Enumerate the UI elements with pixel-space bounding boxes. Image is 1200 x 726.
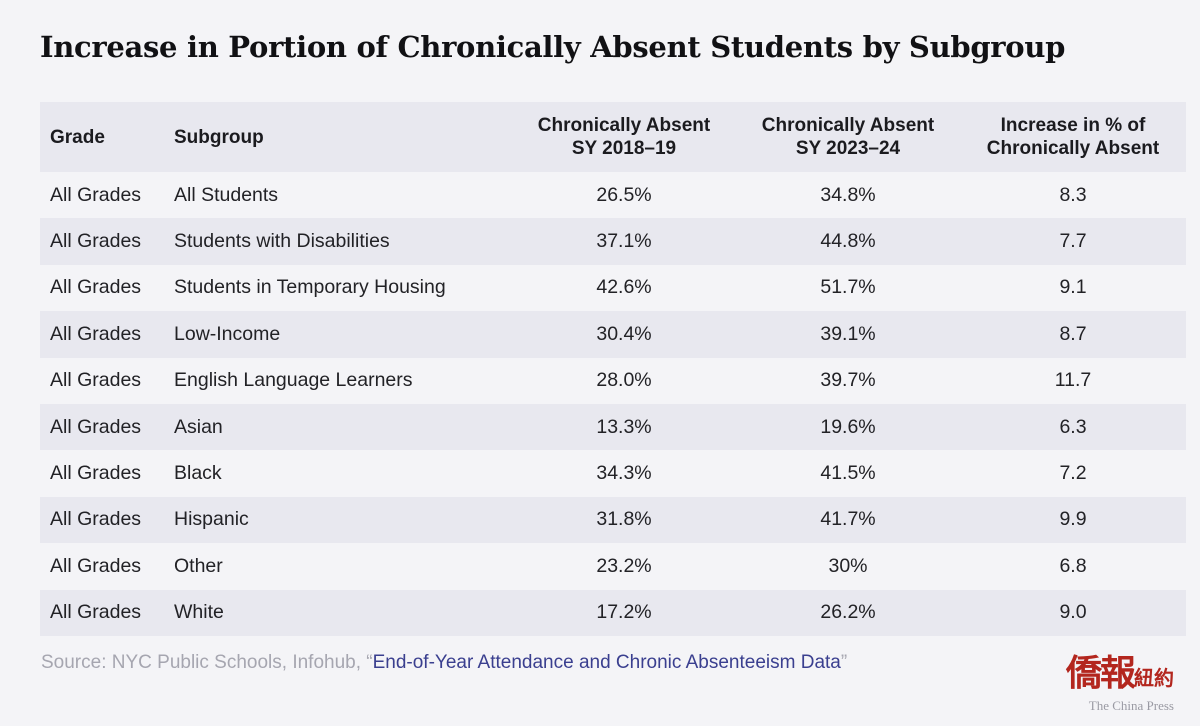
- cell-sy2018: 31.8%: [512, 496, 736, 544]
- table-row: All Grades Hispanic 31.8% 41.7% 9.9: [40, 496, 1186, 544]
- cell-sy2023: 41.5%: [736, 450, 960, 497]
- cell-increase: 9.9: [960, 496, 1186, 544]
- header-subgroup: Subgroup: [174, 102, 512, 172]
- cell-increase: 11.7: [960, 357, 1186, 404]
- source-note: Source: NYC Public Schools, Infohub, “En…: [41, 652, 847, 674]
- cell-sy2023: 30%: [736, 543, 960, 590]
- cell-sy2023: 19.6%: [736, 403, 960, 451]
- cell-increase: 9.0: [960, 589, 1186, 636]
- source-suffix: ”: [840, 652, 848, 673]
- header-sy2018: Chronically Absent SY 2018–19: [512, 102, 736, 172]
- header-sy2023: Chronically Absent SY 2023–24: [736, 102, 960, 172]
- cell-sy2018: 34.3%: [512, 450, 736, 497]
- cell-sy2023: 51.7%: [736, 264, 960, 312]
- logo-glyphs-small: 紐約: [1134, 666, 1174, 690]
- cell-subgroup: All Students: [174, 172, 512, 219]
- table-row: All Grades Students in Temporary Housing…: [40, 264, 1186, 312]
- table-header-row: Grade Subgroup Chronically Absent SY 201…: [40, 102, 1186, 172]
- cell-grade: All Grades: [40, 264, 174, 312]
- cell-increase: 9.1: [960, 264, 1186, 312]
- cell-subgroup: English Language Learners: [174, 357, 512, 404]
- header-increase-line2: Chronically Absent: [986, 138, 1160, 159]
- header-grade: Grade: [40, 102, 174, 172]
- cell-subgroup: Asian: [174, 403, 512, 451]
- cell-grade: All Grades: [40, 218, 174, 265]
- header-increase: Increase in % of Chronically Absent: [960, 102, 1186, 172]
- cell-sy2023: 34.8%: [736, 172, 960, 219]
- cell-increase: 6.3: [960, 403, 1186, 451]
- logo-glyphs-main: 僑報: [1065, 652, 1136, 694]
- cell-subgroup: Other: [174, 543, 512, 590]
- cell-increase: 6.8: [960, 543, 1186, 590]
- header-increase-line1: Increase in % of: [1000, 115, 1146, 136]
- cell-sy2018: 26.5%: [512, 172, 736, 219]
- logo-glyphs: 僑報紐約: [1052, 654, 1174, 697]
- chart-title: Increase in Portion of Chronically Absen…: [40, 30, 1066, 64]
- header-sy2018-line2: SY 2018–19: [571, 138, 677, 159]
- source-prefix: Source: NYC Public Schools, Infohub, “: [41, 652, 373, 673]
- source-link[interactable]: End-of-Year Attendance and Chronic Absen…: [372, 652, 841, 673]
- cell-sy2018: 28.0%: [512, 357, 736, 404]
- cell-increase: 7.7: [960, 218, 1186, 265]
- cell-grade: All Grades: [40, 543, 174, 590]
- cell-sy2018: 23.2%: [512, 543, 736, 590]
- cell-increase: 8.3: [960, 172, 1186, 219]
- cell-sy2018: 42.6%: [512, 264, 736, 312]
- cell-grade: All Grades: [40, 172, 174, 219]
- table-row: All Grades White 17.2% 26.2% 9.0: [40, 589, 1186, 636]
- cell-increase: 8.7: [960, 311, 1186, 358]
- table-row: All Grades All Students 26.5% 34.8% 8.3: [40, 172, 1186, 219]
- logo-subtitle: The China Press: [1088, 698, 1174, 713]
- cell-sy2018: 13.3%: [512, 403, 736, 451]
- cell-sy2023: 41.7%: [736, 496, 960, 544]
- table-row: All Grades English Language Learners 28.…: [40, 357, 1186, 404]
- cell-grade: All Grades: [40, 589, 174, 636]
- cell-grade: All Grades: [40, 311, 174, 358]
- header-sy2023-line2: SY 2023–24: [795, 138, 901, 159]
- table-row: All Grades Students with Disabilities 37…: [40, 218, 1186, 265]
- cell-sy2023: 26.2%: [736, 589, 960, 636]
- china-press-logo: 僑報紐約 The China Press: [1052, 654, 1174, 714]
- cell-sy2018: 30.4%: [512, 311, 736, 358]
- table-row: All Grades Other 23.2% 30% 6.8: [40, 543, 1186, 590]
- cell-subgroup: White: [174, 589, 512, 636]
- cell-subgroup: Black: [174, 450, 512, 497]
- header-sy2018-line1: Chronically Absent: [537, 115, 711, 136]
- cell-subgroup: Students with Disabilities: [174, 218, 512, 265]
- data-table: Grade Subgroup Chronically Absent SY 201…: [40, 102, 1186, 636]
- cell-grade: All Grades: [40, 357, 174, 404]
- cell-subgroup: Low-Income: [174, 311, 512, 358]
- cell-grade: All Grades: [40, 496, 174, 544]
- cell-increase: 7.2: [960, 450, 1186, 497]
- header-sy2023-line1: Chronically Absent: [761, 115, 935, 136]
- cell-grade: All Grades: [40, 450, 174, 497]
- cell-subgroup: Hispanic: [174, 496, 512, 544]
- table-row: All Grades Low-Income 30.4% 39.1% 8.7: [40, 311, 1186, 358]
- cell-sy2018: 17.2%: [512, 589, 736, 636]
- cell-sy2023: 39.1%: [736, 311, 960, 358]
- cell-sy2018: 37.1%: [512, 218, 736, 265]
- cell-sy2023: 44.8%: [736, 218, 960, 265]
- cell-grade: All Grades: [40, 403, 174, 451]
- table-row: All Grades Asian 13.3% 19.6% 6.3: [40, 403, 1186, 451]
- cell-subgroup: Students in Temporary Housing: [174, 264, 512, 312]
- table-row: All Grades Black 34.3% 41.5% 7.2: [40, 450, 1186, 497]
- cell-sy2023: 39.7%: [736, 357, 960, 404]
